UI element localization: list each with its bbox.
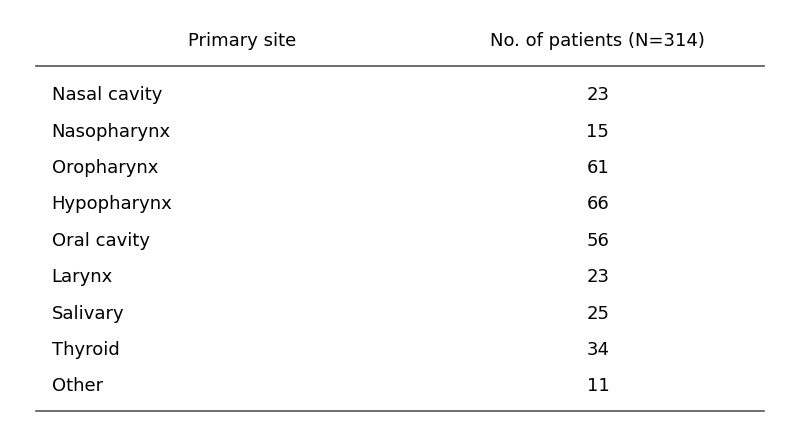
Text: 66: 66 [586,195,610,214]
Text: Primary site: Primary site [187,32,296,50]
Text: 23: 23 [586,268,610,286]
Text: Salivary: Salivary [52,305,124,322]
Text: 56: 56 [586,232,610,250]
Text: 34: 34 [586,341,610,359]
Text: Nasal cavity: Nasal cavity [52,86,162,104]
Text: Other: Other [52,377,102,395]
Text: 15: 15 [586,122,610,141]
Text: Nasopharynx: Nasopharynx [52,122,170,141]
Text: 11: 11 [586,377,610,395]
Text: 25: 25 [586,305,610,322]
Text: 61: 61 [586,159,610,177]
Text: No. of patients (N=314): No. of patients (N=314) [490,32,706,50]
Text: Hypopharynx: Hypopharynx [52,195,173,214]
Text: Oropharynx: Oropharynx [52,159,158,177]
Text: Oral cavity: Oral cavity [52,232,150,250]
Text: Thyroid: Thyroid [52,341,119,359]
Text: Larynx: Larynx [52,268,113,286]
Text: 23: 23 [586,86,610,104]
